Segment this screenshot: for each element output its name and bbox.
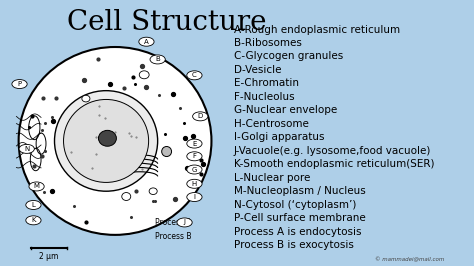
Text: Process A: Process A: [155, 218, 192, 227]
Text: N-Cytosol (‘cytoplasm’): N-Cytosol (‘cytoplasm’): [234, 200, 356, 210]
Text: D: D: [198, 113, 203, 119]
Circle shape: [192, 112, 208, 121]
Circle shape: [12, 80, 27, 89]
Ellipse shape: [139, 71, 149, 79]
Text: B: B: [155, 56, 160, 63]
Circle shape: [139, 37, 154, 46]
Circle shape: [177, 218, 192, 227]
Text: A: A: [144, 39, 149, 45]
Text: © mammadei@mail.com: © mammadei@mail.com: [375, 257, 445, 263]
Ellipse shape: [162, 147, 172, 157]
Ellipse shape: [149, 188, 157, 194]
Text: G-Nuclear envelope: G-Nuclear envelope: [234, 106, 337, 115]
Text: M: M: [34, 184, 39, 189]
Circle shape: [187, 152, 202, 161]
Circle shape: [150, 55, 165, 64]
Text: L-Nuclear pore: L-Nuclear pore: [234, 173, 310, 183]
Text: Cell Structure: Cell Structure: [67, 9, 266, 36]
Text: J-Vacuole(e.g. lysosome,food vacuole): J-Vacuole(e.g. lysosome,food vacuole): [234, 146, 431, 156]
Text: G: G: [191, 167, 197, 173]
Text: L: L: [31, 202, 36, 208]
Circle shape: [187, 179, 202, 188]
Circle shape: [19, 144, 34, 153]
Text: E-Chromatin: E-Chromatin: [234, 78, 299, 89]
Ellipse shape: [64, 99, 149, 182]
Text: D-Vesicle: D-Vesicle: [234, 65, 282, 75]
Ellipse shape: [99, 130, 117, 146]
Text: Process B is exocytosis: Process B is exocytosis: [234, 240, 354, 250]
Circle shape: [187, 193, 202, 202]
Ellipse shape: [55, 91, 158, 191]
Text: E: E: [192, 141, 197, 147]
Circle shape: [187, 139, 202, 148]
Text: M-Nucleoplasm / Nucleus: M-Nucleoplasm / Nucleus: [234, 186, 365, 197]
Text: H: H: [192, 181, 197, 187]
Text: P: P: [18, 81, 22, 87]
Text: Process B: Process B: [155, 232, 192, 241]
Text: J: J: [183, 219, 185, 226]
Text: C-Glycogen granules: C-Glycogen granules: [234, 52, 343, 61]
Text: K: K: [31, 217, 36, 223]
Text: C: C: [192, 72, 197, 78]
Text: F-Nucleolus: F-Nucleolus: [234, 92, 294, 102]
Circle shape: [26, 201, 41, 209]
Text: B-Ribosomes: B-Ribosomes: [234, 38, 302, 48]
Circle shape: [187, 71, 202, 80]
Text: P-Cell surface membrane: P-Cell surface membrane: [234, 213, 365, 223]
Text: F: F: [192, 153, 196, 159]
Ellipse shape: [82, 95, 90, 102]
Text: A-Rough endoplasmic reticulum: A-Rough endoplasmic reticulum: [234, 24, 400, 35]
Text: I: I: [193, 194, 195, 200]
Ellipse shape: [122, 193, 131, 201]
Text: I-Golgi apparatus: I-Golgi apparatus: [234, 132, 324, 143]
Text: K-Smooth endoplasmic reticulum(SER): K-Smooth endoplasmic reticulum(SER): [234, 159, 434, 169]
Text: N: N: [24, 146, 29, 152]
Circle shape: [26, 216, 41, 225]
Text: Process A is endocytosis: Process A is endocytosis: [234, 227, 361, 237]
Ellipse shape: [18, 47, 211, 235]
Text: 2 μm: 2 μm: [39, 252, 59, 260]
Circle shape: [29, 182, 44, 191]
Circle shape: [187, 165, 202, 174]
Text: H-Centrosome: H-Centrosome: [234, 119, 309, 129]
